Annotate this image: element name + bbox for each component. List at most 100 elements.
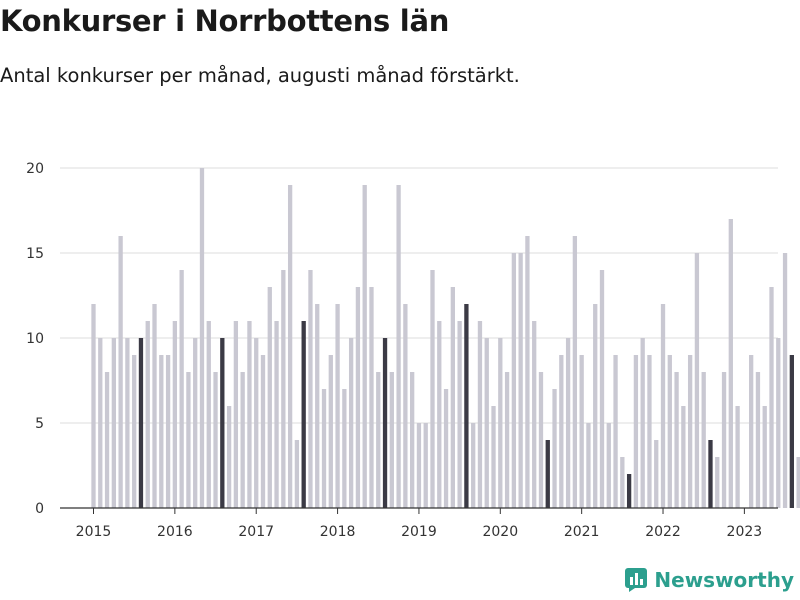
bar bbox=[145, 321, 150, 508]
bar bbox=[511, 253, 517, 508]
bar bbox=[504, 372, 510, 508]
x-axis-labels: 2015201620172018201920202021202220232024 bbox=[76, 524, 763, 540]
bar bbox=[796, 457, 800, 508]
y-axis-labels: 0 5 10 15 20 bbox=[26, 161, 44, 517]
bar-chart: 0 5 10 15 20 2015 2016 2017 2018 2019 2020 2021 202… bbox=[26, 161, 800, 540]
bar bbox=[762, 406, 767, 508]
bar bbox=[633, 355, 639, 508]
bar bbox=[416, 423, 422, 508]
bar bbox=[735, 406, 740, 508]
bar bbox=[498, 338, 503, 508]
bar bbox=[606, 423, 611, 508]
bar bbox=[694, 253, 700, 508]
bar bbox=[315, 304, 320, 508]
bar bbox=[545, 440, 550, 508]
bar bbox=[342, 389, 347, 508]
bar bbox=[274, 321, 279, 508]
y-tick-label: 10 bbox=[26, 331, 44, 347]
bar bbox=[484, 338, 489, 508]
bar bbox=[220, 338, 225, 508]
x-tick-label: 2018 bbox=[320, 524, 356, 540]
bar bbox=[715, 457, 720, 508]
bar bbox=[321, 389, 327, 508]
bar bbox=[382, 338, 388, 508]
bar bbox=[335, 304, 340, 508]
bar bbox=[681, 406, 686, 508]
x-tick-label: 2022 bbox=[645, 524, 681, 540]
bar bbox=[403, 304, 408, 508]
bar bbox=[396, 185, 401, 508]
x-tick-label: 2020 bbox=[482, 524, 518, 540]
bar bbox=[98, 338, 103, 508]
x-tick-label: 2019 bbox=[401, 524, 437, 540]
bar bbox=[111, 338, 116, 508]
bar bbox=[579, 355, 584, 508]
bar bbox=[254, 338, 259, 508]
bar bbox=[532, 321, 537, 508]
bar bbox=[193, 338, 198, 508]
x-tick-label: 2015 bbox=[76, 524, 112, 540]
bar bbox=[328, 355, 333, 508]
bar bbox=[518, 253, 523, 508]
x-tick-label: 2023 bbox=[727, 524, 763, 540]
bar bbox=[674, 372, 679, 508]
bar bbox=[457, 321, 462, 508]
bar bbox=[362, 185, 367, 508]
bar bbox=[226, 406, 232, 508]
bar bbox=[491, 406, 496, 508]
bar bbox=[132, 355, 137, 508]
bar bbox=[389, 372, 394, 508]
bar bbox=[701, 372, 706, 508]
bar bbox=[450, 287, 455, 508]
bar bbox=[572, 236, 578, 508]
bar bbox=[755, 372, 761, 508]
bar bbox=[125, 338, 130, 508]
bar bbox=[559, 355, 564, 508]
bar bbox=[437, 321, 442, 508]
bar bbox=[613, 355, 618, 508]
bar bbox=[599, 270, 605, 508]
bar bbox=[348, 338, 354, 508]
logo-text: Newsworthy bbox=[654, 568, 794, 592]
bar bbox=[443, 389, 449, 508]
bar bbox=[776, 338, 781, 508]
bars bbox=[91, 168, 800, 508]
bar bbox=[233, 321, 239, 508]
bar bbox=[647, 355, 652, 508]
bar bbox=[281, 270, 286, 508]
bar bbox=[654, 440, 659, 508]
bar bbox=[104, 372, 110, 508]
bar bbox=[660, 304, 666, 508]
bar bbox=[369, 287, 374, 508]
bar bbox=[267, 287, 272, 508]
newsworthy-logo: Newsworthy bbox=[625, 568, 794, 592]
bar-chart-icon bbox=[625, 568, 648, 592]
bar bbox=[206, 321, 211, 508]
bar bbox=[477, 321, 483, 508]
bar bbox=[525, 236, 530, 508]
bar bbox=[186, 372, 191, 508]
bar bbox=[152, 304, 157, 508]
y-tick-label: 0 bbox=[35, 501, 44, 517]
bar bbox=[721, 372, 727, 508]
bar bbox=[471, 423, 476, 508]
bar bbox=[165, 355, 171, 508]
x-tick-label: 2017 bbox=[238, 524, 274, 540]
bar bbox=[687, 355, 693, 508]
y-tick-label: 15 bbox=[26, 246, 44, 262]
bar bbox=[423, 423, 428, 508]
bar bbox=[355, 287, 361, 508]
bar bbox=[308, 270, 313, 508]
bar bbox=[172, 321, 178, 508]
bar bbox=[138, 338, 144, 508]
bar bbox=[376, 372, 381, 508]
bar bbox=[294, 440, 300, 508]
chart-title: Konkurser i Norrbottens län bbox=[0, 4, 450, 38]
bar bbox=[728, 219, 733, 508]
x-tick-label: 2016 bbox=[157, 524, 193, 540]
bar bbox=[287, 185, 293, 508]
bar bbox=[708, 440, 713, 508]
bar bbox=[620, 457, 625, 508]
bar bbox=[538, 372, 544, 508]
bar bbox=[769, 287, 774, 508]
